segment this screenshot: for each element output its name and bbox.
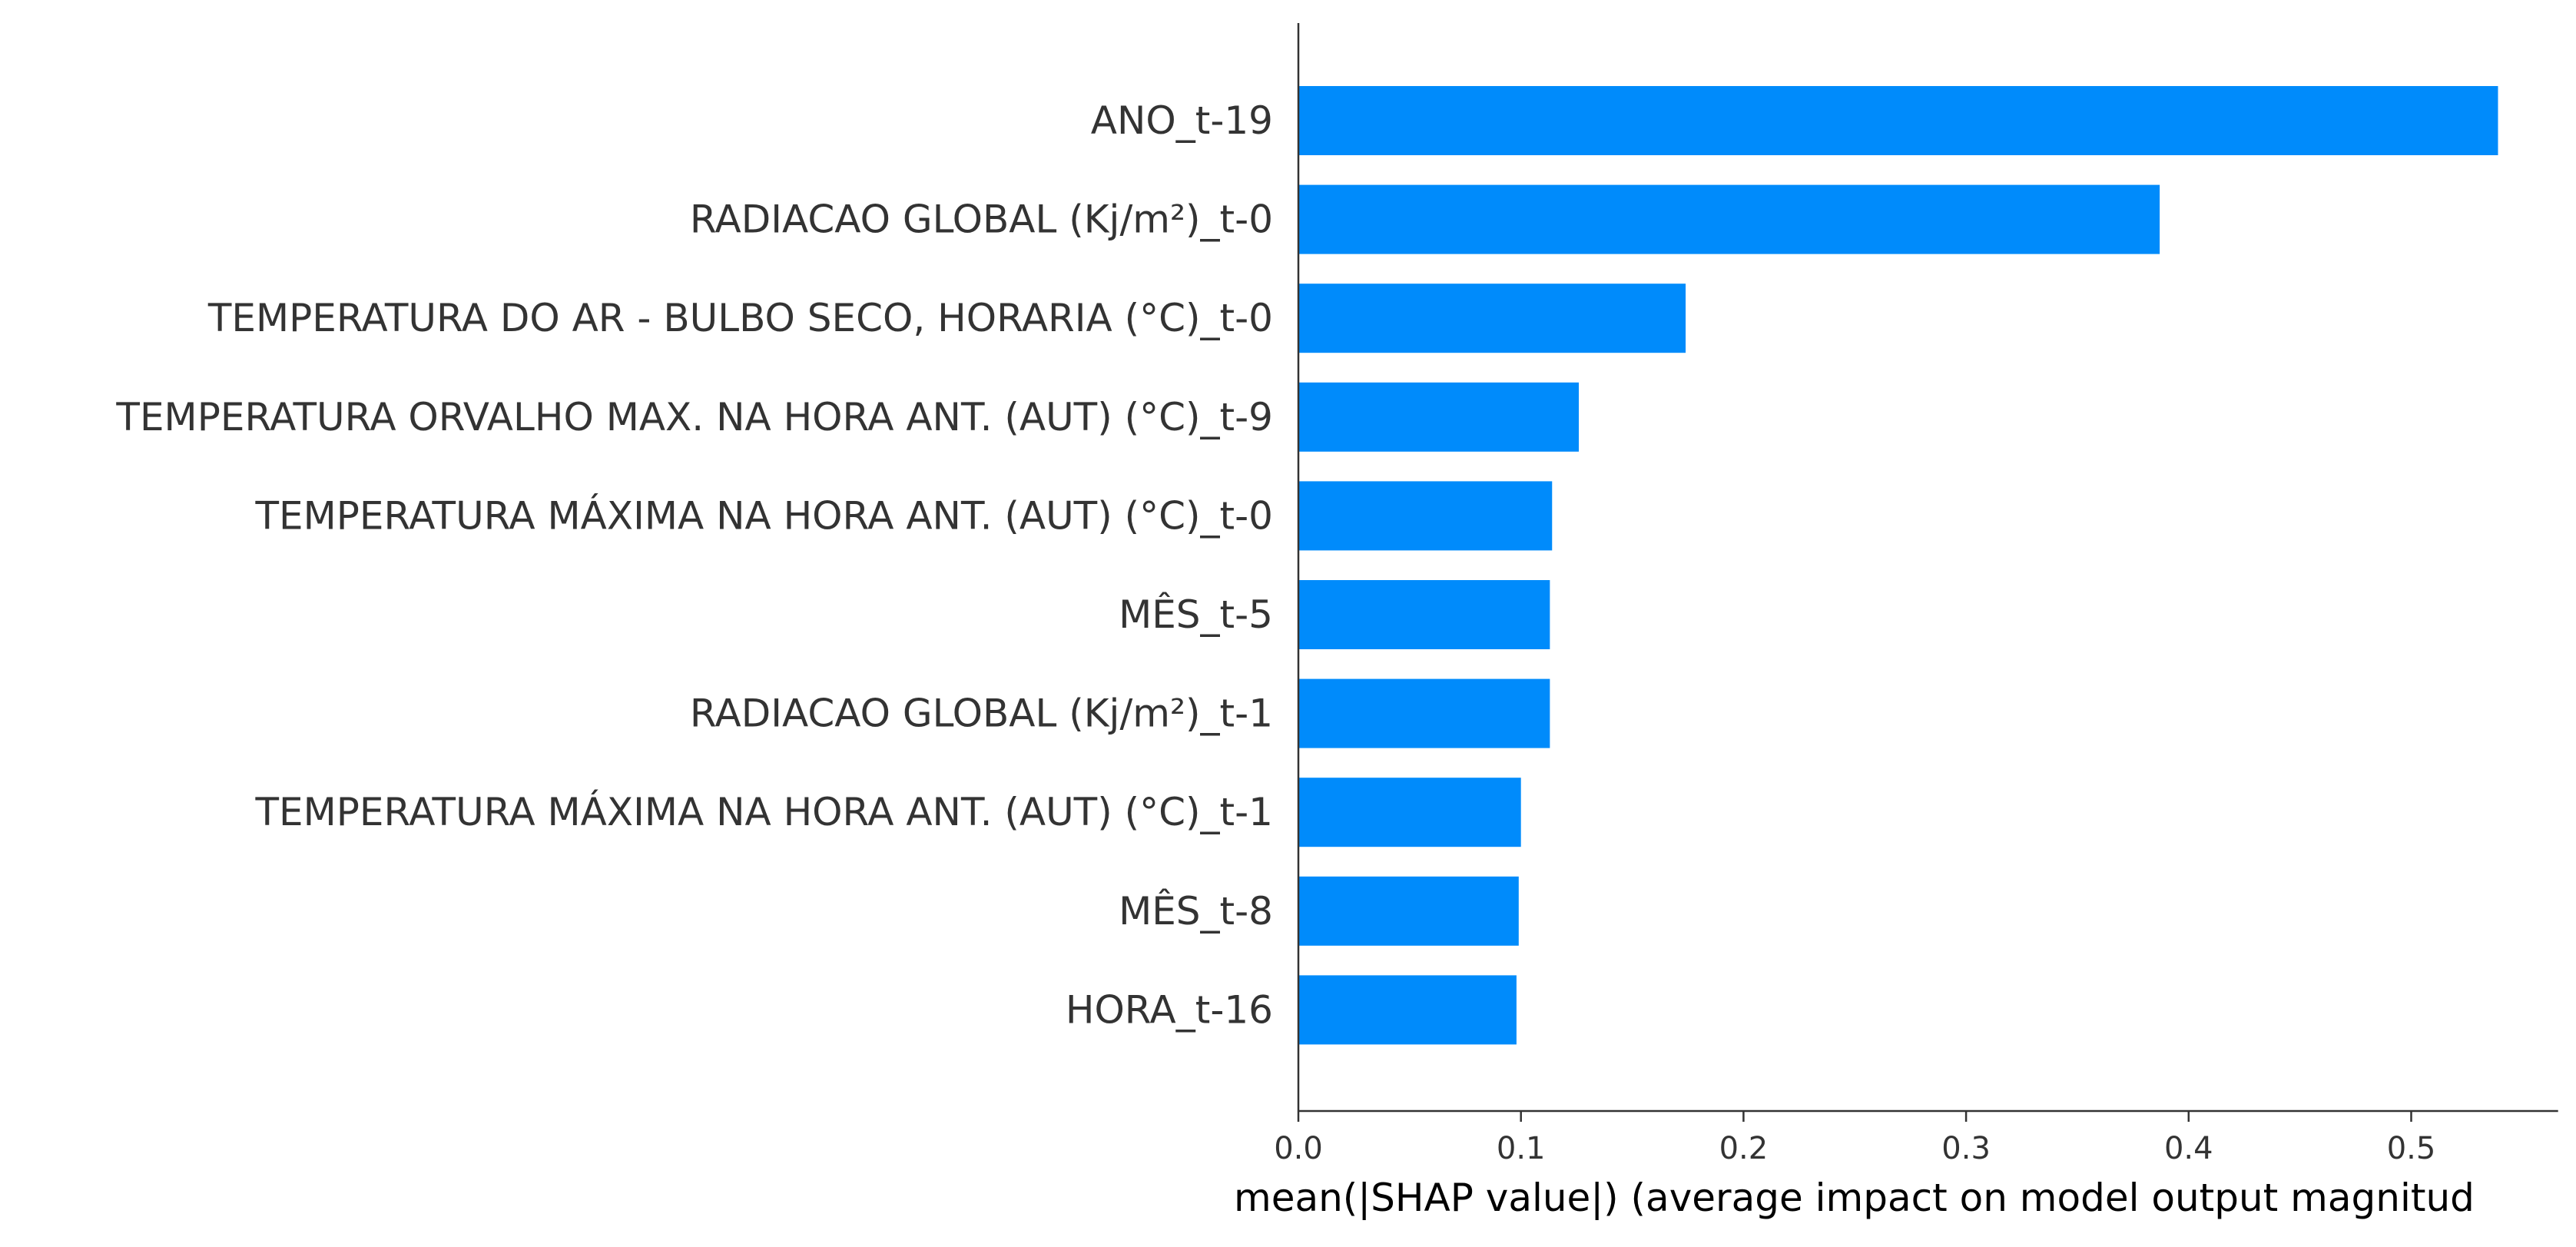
bar-5	[1298, 580, 1550, 649]
bar-9	[1298, 975, 1517, 1045]
category-label-8: MÊS_t-8	[1119, 888, 1273, 934]
bar-3	[1298, 382, 1580, 452]
x-axis-label: mean(|SHAP value|) (average impact on mo…	[1234, 1176, 2475, 1220]
bar-6	[1298, 678, 1550, 748]
bar-8	[1298, 876, 1519, 946]
x-tick-label-1: 0.1	[1497, 1131, 1546, 1166]
category-label-9: HORA_t-16	[1066, 987, 1273, 1032]
bars-layer	[1298, 86, 2498, 1045]
category-labels: ANO_t-19 RADIACAO GLOBAL (Kj/m²)_t-0 TEMPE…	[115, 98, 1273, 1032]
x-axis-ticks: 0.0 0.1 0.2 0.3 0.4 0.5	[1274, 1111, 2435, 1166]
bar-4	[1298, 481, 1553, 551]
x-tick-label-2: 0.2	[1719, 1131, 1769, 1166]
category-label-3: TEMPERATURA ORVALHO MAX. NA HORA ANT. (A…	[115, 395, 1273, 439]
x-tick-label-0: 0.0	[1274, 1131, 1323, 1166]
bar-2	[1298, 284, 1686, 353]
category-label-1: RADIACAO GLOBAL (Kj/m²)_t-0	[690, 197, 1273, 242]
category-label-5: MÊS_t-5	[1119, 592, 1273, 637]
category-label-7: TEMPERATURA MÁXIMA NA HORA ANT. (AUT) (°…	[255, 789, 1274, 834]
x-tick-label-3: 0.3	[1941, 1131, 1991, 1166]
bar-1	[1298, 184, 2160, 254]
bar-0	[1298, 86, 2498, 155]
category-label-2: TEMPERATURA DO AR - BULBO SECO, HORARIA …	[207, 296, 1273, 340]
x-tick-label-5: 0.5	[2387, 1131, 2436, 1166]
category-label-4: TEMPERATURA MÁXIMA NA HORA ANT. (AUT) (°…	[255, 492, 1274, 538]
x-tick-label-4: 0.4	[2164, 1131, 2213, 1166]
category-label-6: RADIACAO GLOBAL (Kj/m²)_t-1	[690, 691, 1273, 736]
category-label-0: ANO_t-19	[1091, 98, 1273, 143]
bar-7	[1298, 778, 1521, 847]
